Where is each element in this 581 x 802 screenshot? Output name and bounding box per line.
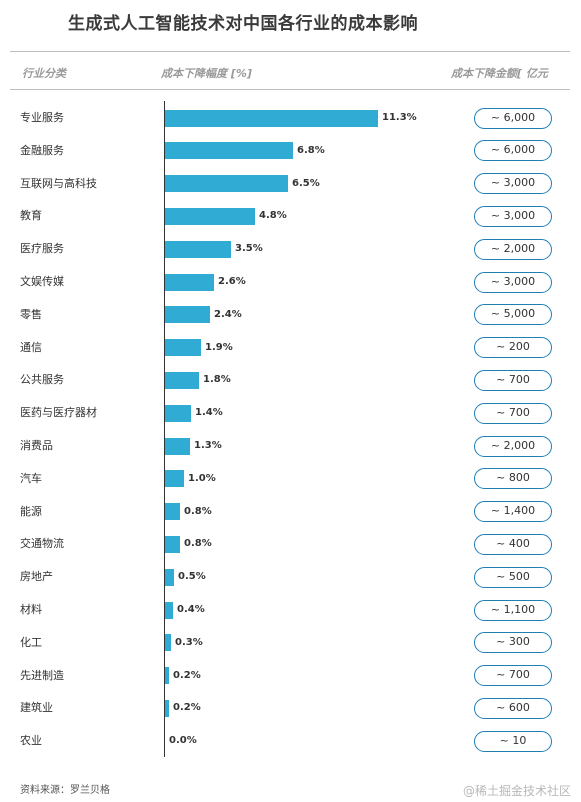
amount-pill: ~ 400 — [474, 533, 552, 555]
category-label: 文娱传媒 — [20, 275, 64, 288]
amount-pill: ~ 300 — [474, 632, 552, 654]
bar — [165, 535, 180, 553]
bar — [165, 470, 184, 488]
value-label: 0.4% — [177, 604, 205, 615]
value-label: 11.3% — [382, 112, 417, 123]
amount-pill: ~ 600 — [474, 697, 552, 719]
category-label: 建筑业 — [20, 701, 53, 715]
amount-pill: ~ 700 — [474, 402, 552, 424]
bar — [165, 273, 214, 291]
value-label: 1.9% — [205, 341, 233, 353]
amount-pill: ~ 700 — [474, 665, 552, 687]
amount-pill: ~ 2,000 — [474, 238, 552, 260]
category-label: 农业 — [20, 734, 42, 748]
amount-pill: ~ 6,000 — [474, 140, 552, 162]
header-bottom-divider — [10, 89, 570, 90]
value-label: 3.5% — [235, 243, 263, 255]
bar — [165, 601, 173, 619]
category-label: 医药与医疗器材 — [20, 406, 97, 420]
bar — [165, 667, 169, 685]
header-top-divider — [10, 51, 570, 52]
category-label: 金融服务 — [20, 143, 64, 157]
amount-pill: ~ 5,000 — [474, 304, 552, 326]
category-label: 互联网与高科技 — [20, 176, 97, 190]
bar — [165, 568, 174, 586]
value-label: 0.2% — [173, 702, 201, 714]
value-label: 1.0% — [188, 472, 216, 484]
bar — [165, 142, 293, 160]
value-label: 0.0% — [169, 735, 197, 747]
bar — [165, 699, 169, 717]
bar — [165, 240, 231, 258]
bar — [165, 306, 210, 324]
header-percent: 成本下降幅度 [%] — [161, 67, 252, 80]
bar — [165, 207, 255, 225]
value-label: 0.2% — [173, 669, 201, 681]
amount-pill: ~ 500 — [474, 566, 552, 588]
amount-pill: ~ 700 — [474, 369, 552, 391]
category-label: 能源 — [20, 504, 42, 518]
category-label: 医疗服务 — [20, 242, 64, 256]
category-label: 化工 — [20, 635, 42, 649]
value-label: 4.8% — [259, 210, 287, 222]
category-label: 公共服务 — [20, 373, 64, 387]
bar — [165, 503, 180, 521]
amount-pill: ~ 10 — [474, 730, 552, 752]
chart-title: 生成式人工智能技术对中国各行业的成本影响 — [68, 14, 418, 34]
value-label: 1.4% — [195, 407, 223, 419]
bar — [165, 404, 191, 422]
bar-axis-line — [164, 101, 165, 757]
bar — [165, 371, 199, 389]
value-label: 6.8% — [297, 144, 325, 156]
category-label: 零售 — [20, 307, 42, 321]
category-label: 消费品 — [20, 439, 53, 452]
amount-pill: ~ 1,400 — [474, 501, 552, 523]
value-label: 0.5% — [178, 571, 206, 583]
amount-pill: ~ 2,000 — [474, 435, 552, 457]
category-label: 教育 — [20, 209, 42, 223]
amount-pill: ~ 1,100 — [474, 599, 552, 621]
category-label: 汽车 — [20, 471, 42, 485]
amount-pill: ~ 200 — [474, 337, 552, 359]
category-label: 材料 — [20, 603, 42, 616]
value-label: 0.3% — [175, 636, 203, 648]
header-category: 行业分类 — [22, 67, 66, 80]
value-label: 2.4% — [214, 308, 242, 320]
amount-pill: ~ 3,000 — [474, 271, 552, 293]
amount-pill: ~ 3,000 — [474, 173, 552, 195]
bar — [165, 109, 378, 127]
value-label: 1.3% — [194, 440, 222, 451]
amount-pill: ~ 800 — [474, 468, 552, 490]
watermark: @稀土掘金技术社区 — [462, 784, 571, 798]
value-label: 2.6% — [218, 276, 246, 287]
source-note: 资料来源：罗兰贝格 — [20, 785, 110, 796]
bar — [165, 437, 190, 455]
value-label: 1.8% — [203, 374, 231, 386]
amount-pill: ~ 3,000 — [474, 205, 552, 227]
category-label: 房地产 — [20, 570, 53, 584]
header-amount: 成本下降金额[ 亿元 — [451, 67, 548, 80]
bar — [165, 175, 288, 193]
category-label: 专业服务 — [20, 111, 64, 124]
value-label: 0.8% — [184, 505, 212, 517]
bar — [165, 634, 171, 652]
amount-pill: ~ 6,000 — [474, 107, 552, 129]
value-label: 6.5% — [292, 177, 320, 189]
bar — [165, 339, 201, 357]
category-label: 先进制造 — [20, 668, 64, 682]
value-label: 0.8% — [184, 538, 212, 550]
category-label: 交通物流 — [20, 537, 64, 551]
category-label: 通信 — [20, 340, 42, 354]
